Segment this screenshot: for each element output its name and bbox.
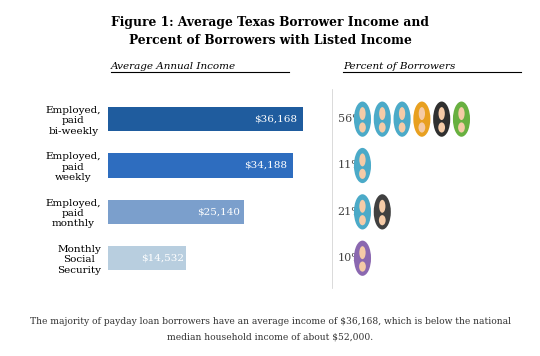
- Bar: [108, 200, 244, 224]
- Text: median household income of about $52,000.: median household income of about $52,000…: [167, 333, 373, 342]
- Text: Percent of Borrowers with Listed Income: Percent of Borrowers with Listed Income: [129, 34, 411, 47]
- Circle shape: [354, 194, 371, 230]
- Ellipse shape: [379, 122, 386, 132]
- Text: 10%: 10%: [338, 253, 362, 263]
- Circle shape: [374, 194, 391, 230]
- Ellipse shape: [359, 169, 366, 179]
- Ellipse shape: [359, 122, 366, 132]
- Circle shape: [359, 246, 366, 259]
- Circle shape: [418, 107, 425, 120]
- Text: Figure 1: Average Texas Borrower Income and: Figure 1: Average Texas Borrower Income …: [111, 16, 429, 29]
- Text: Percent of Borrowers: Percent of Borrowers: [343, 62, 455, 71]
- Ellipse shape: [359, 261, 366, 272]
- Text: 11%: 11%: [338, 161, 362, 171]
- Circle shape: [438, 107, 445, 120]
- Circle shape: [413, 101, 430, 137]
- Text: $14,532: $14,532: [141, 254, 184, 263]
- Bar: [108, 153, 293, 178]
- Bar: [108, 107, 303, 131]
- Circle shape: [354, 101, 371, 137]
- Circle shape: [374, 101, 391, 137]
- Text: $25,140: $25,140: [197, 207, 240, 216]
- Circle shape: [379, 200, 386, 213]
- Bar: [108, 246, 186, 270]
- Text: 21%: 21%: [338, 207, 362, 217]
- Text: The majority of payday loan borrowers have an average income of $36,168, which i: The majority of payday loan borrowers ha…: [30, 317, 510, 326]
- Circle shape: [394, 101, 410, 137]
- Circle shape: [359, 107, 366, 120]
- Circle shape: [359, 200, 366, 213]
- Circle shape: [453, 101, 470, 137]
- Circle shape: [354, 241, 371, 276]
- Ellipse shape: [359, 215, 366, 225]
- Circle shape: [399, 107, 405, 120]
- Text: $34,188: $34,188: [244, 161, 287, 170]
- Ellipse shape: [418, 122, 426, 132]
- Circle shape: [359, 153, 366, 166]
- Ellipse shape: [458, 122, 465, 132]
- Circle shape: [354, 148, 371, 183]
- Circle shape: [458, 107, 464, 120]
- Text: $36,168: $36,168: [254, 115, 298, 124]
- Circle shape: [433, 101, 450, 137]
- Text: 56%: 56%: [338, 114, 362, 124]
- Ellipse shape: [399, 122, 406, 132]
- Circle shape: [379, 107, 386, 120]
- Ellipse shape: [438, 122, 445, 132]
- Text: Average Annual Income: Average Annual Income: [111, 62, 236, 71]
- Ellipse shape: [379, 215, 386, 225]
